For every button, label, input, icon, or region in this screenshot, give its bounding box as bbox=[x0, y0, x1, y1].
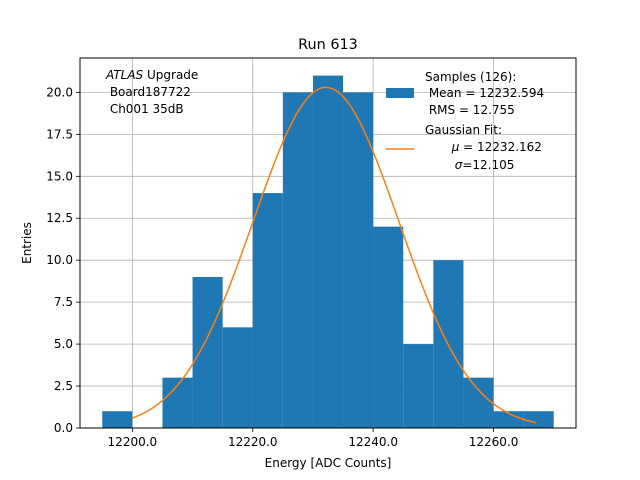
gaussian-fit-curve bbox=[132, 86, 536, 424]
histogram-bar bbox=[312, 75, 344, 428]
annotation-channel: Ch001 35dB bbox=[106, 102, 184, 116]
y-tick-label: 10.0 bbox=[46, 253, 73, 267]
svg-text:ATLAS Upgrade: ATLAS Upgrade bbox=[105, 68, 198, 82]
histogram-bar bbox=[192, 276, 223, 428]
y-tick-label: 5.0 bbox=[54, 337, 73, 351]
y-tick-label: 2.5 bbox=[54, 379, 73, 393]
annotation-atlas-word: ATLAS bbox=[105, 68, 144, 82]
y-tick-label: 7.5 bbox=[54, 295, 73, 309]
svg-text:μ = 12232.162: μ = 12232.162 bbox=[425, 140, 561, 154]
x-tick-label: 12240.0 bbox=[348, 435, 398, 449]
axis-ticks: 12200.0 12220.0 12240.0 12260.0 0.0 2.5 5.0 7.5… bbox=[46, 85, 518, 449]
histogram-bar bbox=[252, 193, 283, 428]
histogram-bar bbox=[403, 344, 434, 428]
y-tick-label: 0.0 bbox=[54, 421, 73, 435]
legend-fit-mu-symbol: μ bbox=[451, 140, 460, 154]
legend-samples-rms: RMS = 12.755 bbox=[425, 103, 515, 117]
y-tick-label: 12.5 bbox=[46, 211, 73, 225]
y-tick-label: 20.0 bbox=[46, 85, 73, 99]
plot-frame bbox=[79, 57, 577, 429]
x-tick-label: 12220.0 bbox=[228, 435, 278, 449]
histogram-bar bbox=[102, 411, 133, 428]
legend-fit-sigma-value: =12.105 bbox=[462, 158, 514, 172]
legend-fit-mu-value: = 12232.162 bbox=[459, 140, 542, 154]
legend-samples-mean: Mean = 12232.594 bbox=[425, 86, 544, 100]
legend-fit-title: Gaussian Fit: bbox=[425, 123, 502, 137]
atlas-annotation: ATLAS Upgrade Board187722 Ch001 35dB bbox=[105, 68, 198, 116]
histogram-bar bbox=[373, 226, 404, 428]
histogram-bars bbox=[102, 75, 554, 428]
annotation-upgrade-word: Upgrade bbox=[143, 68, 198, 82]
x-tick-label: 12260.0 bbox=[469, 435, 519, 449]
histogram-bar bbox=[343, 92, 374, 428]
legend: Samples (126): Mean = 12232.594 RMS = 12… bbox=[386, 70, 561, 172]
legend-samples-swatch bbox=[386, 88, 414, 98]
legend-fit-sigma-symbol: σ bbox=[455, 158, 463, 172]
histogram-bar bbox=[463, 377, 494, 428]
y-tick-label: 17.5 bbox=[46, 127, 73, 141]
svg-text:σ=12.105: σ=12.105 bbox=[428, 158, 533, 172]
histogram-bar bbox=[282, 92, 313, 428]
annotation-board: Board187722 bbox=[106, 85, 191, 99]
histogram-bar bbox=[493, 411, 524, 428]
x-tick-label: 12200.0 bbox=[108, 435, 158, 449]
histogram-bar bbox=[523, 411, 554, 428]
y-tick-label: 15.0 bbox=[46, 169, 73, 183]
y-axis-label: Entries bbox=[20, 222, 34, 264]
x-axis-label: Energy [ADC Counts] bbox=[265, 456, 392, 470]
chart-title: Run 613 bbox=[298, 37, 358, 53]
legend-samples-title: Samples (126): bbox=[425, 70, 516, 84]
histogram-bar bbox=[222, 327, 253, 428]
